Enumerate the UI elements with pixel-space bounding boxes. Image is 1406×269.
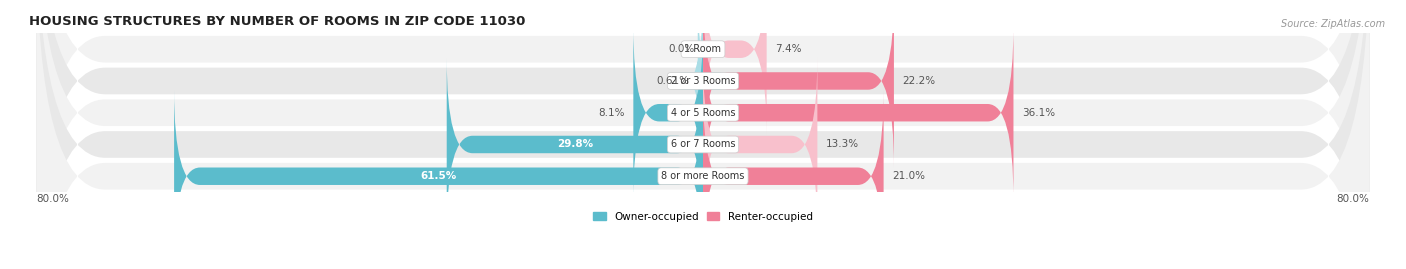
FancyBboxPatch shape bbox=[174, 90, 703, 263]
Text: 4 or 5 Rooms: 4 or 5 Rooms bbox=[671, 108, 735, 118]
Text: Source: ZipAtlas.com: Source: ZipAtlas.com bbox=[1281, 19, 1385, 29]
Text: 61.5%: 61.5% bbox=[420, 171, 457, 181]
FancyBboxPatch shape bbox=[37, 0, 1369, 269]
Text: 2 or 3 Rooms: 2 or 3 Rooms bbox=[671, 76, 735, 86]
Text: 0.0%: 0.0% bbox=[668, 44, 695, 54]
FancyBboxPatch shape bbox=[37, 0, 1369, 269]
Text: 29.8%: 29.8% bbox=[557, 140, 593, 150]
FancyBboxPatch shape bbox=[37, 0, 1369, 269]
Text: 1 Room: 1 Room bbox=[685, 44, 721, 54]
FancyBboxPatch shape bbox=[703, 26, 1014, 199]
FancyBboxPatch shape bbox=[37, 0, 1369, 269]
Text: 0.61%: 0.61% bbox=[657, 76, 689, 86]
Text: 13.3%: 13.3% bbox=[825, 140, 859, 150]
FancyBboxPatch shape bbox=[703, 0, 894, 168]
Text: HOUSING STRUCTURES BY NUMBER OF ROOMS IN ZIP CODE 11030: HOUSING STRUCTURES BY NUMBER OF ROOMS IN… bbox=[28, 15, 524, 28]
Text: 6 or 7 Rooms: 6 or 7 Rooms bbox=[671, 140, 735, 150]
FancyBboxPatch shape bbox=[37, 0, 1369, 269]
Text: 7.4%: 7.4% bbox=[775, 44, 801, 54]
FancyBboxPatch shape bbox=[703, 0, 766, 136]
Text: 80.0%: 80.0% bbox=[1337, 194, 1369, 204]
FancyBboxPatch shape bbox=[703, 90, 883, 263]
FancyBboxPatch shape bbox=[447, 58, 703, 231]
Text: 21.0%: 21.0% bbox=[893, 171, 925, 181]
Text: 36.1%: 36.1% bbox=[1022, 108, 1054, 118]
Legend: Owner-occupied, Renter-occupied: Owner-occupied, Renter-occupied bbox=[593, 212, 813, 222]
FancyBboxPatch shape bbox=[678, 0, 724, 168]
Text: 22.2%: 22.2% bbox=[903, 76, 935, 86]
FancyBboxPatch shape bbox=[633, 26, 703, 199]
Text: 8 or more Rooms: 8 or more Rooms bbox=[661, 171, 745, 181]
Text: 80.0%: 80.0% bbox=[37, 194, 69, 204]
Text: 8.1%: 8.1% bbox=[598, 108, 624, 118]
FancyBboxPatch shape bbox=[703, 58, 817, 231]
